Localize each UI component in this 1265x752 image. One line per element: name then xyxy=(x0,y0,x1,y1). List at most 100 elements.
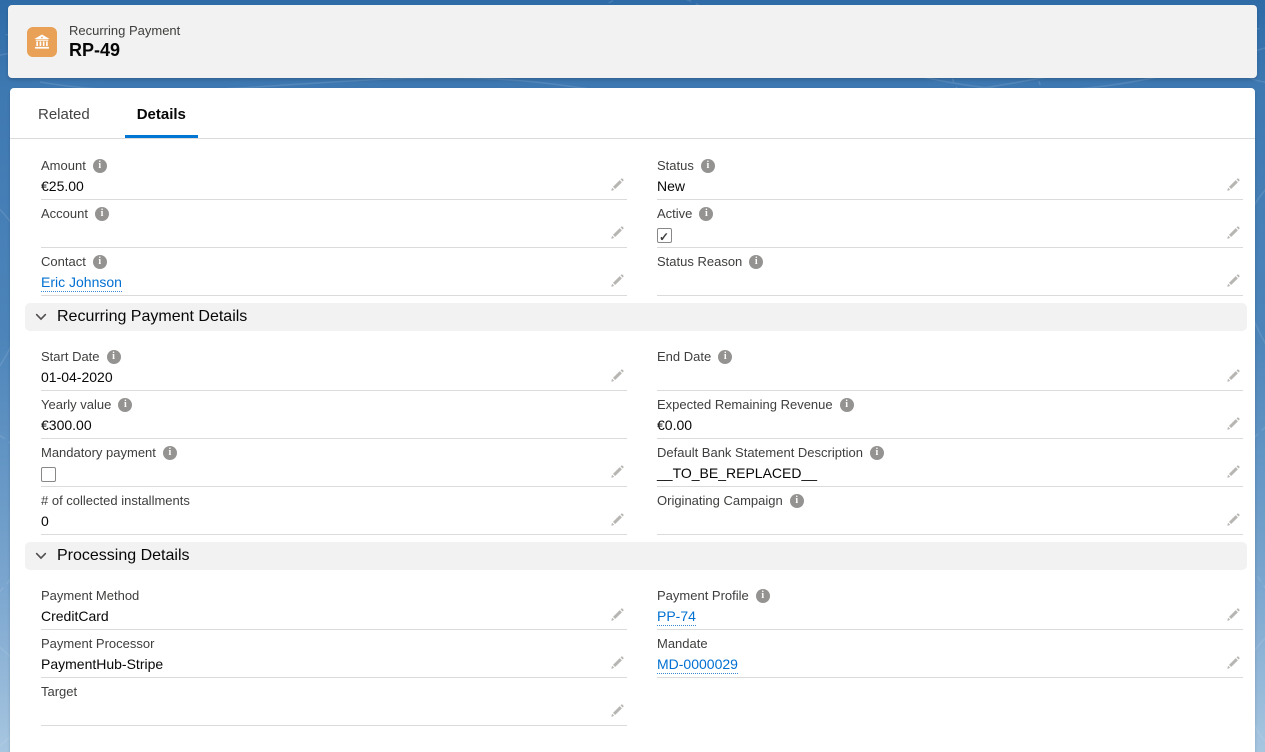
field-label: Active xyxy=(657,206,693,221)
record-detail-card: Related Details Amount €25.00 xyxy=(10,88,1255,752)
info-icon[interactable] xyxy=(789,494,804,508)
edit-mandate-button[interactable] xyxy=(1226,654,1243,671)
field-grid-top: Amount €25.00 Status New xyxy=(41,152,1243,296)
field-label: Payment Processor xyxy=(41,636,155,651)
field-value xyxy=(657,368,1217,387)
field-default-bank-statement-description: Default Bank Statement Description __TO_… xyxy=(657,439,1243,487)
field-label: Payment Method xyxy=(41,588,140,603)
field-label: Mandatory payment xyxy=(41,445,156,460)
mandate-link[interactable]: MD-0000029 xyxy=(657,656,738,674)
edit-mandatory-payment-button[interactable] xyxy=(610,463,627,480)
info-icon[interactable] xyxy=(106,350,121,364)
field-label: Status Reason xyxy=(657,254,743,269)
object-label: Recurring Payment xyxy=(69,22,181,38)
info-icon[interactable] xyxy=(700,159,715,173)
field-label: Amount xyxy=(41,158,86,173)
details-form: Amount €25.00 Status New xyxy=(10,139,1255,726)
field-value: 01-04-2020 xyxy=(41,369,113,385)
edit-start-date-button[interactable] xyxy=(610,367,627,384)
record-title: RP-49 xyxy=(69,39,121,60)
field-value xyxy=(657,273,1217,292)
tab-bar: Related Details xyxy=(10,88,1255,139)
section-recurring-payment-details[interactable]: Recurring Payment Details xyxy=(25,303,1247,331)
edit-collected-installments-button[interactable] xyxy=(610,511,627,528)
edit-target-button[interactable] xyxy=(610,702,627,719)
field-yearly-value: Yearly value €300.00 xyxy=(41,391,627,439)
edit-default-bank-statement-description-button[interactable] xyxy=(1226,463,1243,480)
info-icon[interactable] xyxy=(92,255,107,269)
payment-profile-link[interactable]: PP-74 xyxy=(657,608,696,626)
tab-related[interactable]: Related xyxy=(26,88,102,138)
contact-link[interactable]: Eric Johnson xyxy=(41,274,122,292)
info-icon[interactable] xyxy=(94,207,109,221)
edit-expected-remaining-revenue-button[interactable] xyxy=(1226,415,1243,432)
info-icon[interactable] xyxy=(839,398,854,412)
field-label: Contact xyxy=(41,254,86,269)
field-grid-processing: Payment Method CreditCard Payment Profil… xyxy=(41,582,1243,726)
info-icon[interactable] xyxy=(749,255,764,269)
info-icon[interactable] xyxy=(162,446,177,460)
field-amount: Amount €25.00 xyxy=(41,152,627,200)
edit-originating-campaign-button[interactable] xyxy=(1226,511,1243,528)
header-titles: Recurring Payment RP-49 xyxy=(69,23,180,61)
field-value xyxy=(657,512,1217,531)
edit-amount-button[interactable] xyxy=(610,176,627,193)
field-payment-processor: Payment Processor PaymentHub-Stripe xyxy=(41,630,627,678)
field-value: New xyxy=(657,178,686,194)
field-expected-remaining-revenue: Expected Remaining Revenue €0.00 xyxy=(657,391,1243,439)
edit-payment-method-button[interactable] xyxy=(610,606,627,623)
field-end-date: End Date xyxy=(657,343,1243,391)
info-icon[interactable] xyxy=(869,446,884,460)
edit-account-button[interactable] xyxy=(610,224,627,241)
field-originating-campaign: Originating Campaign xyxy=(657,487,1243,535)
field-status: Status New xyxy=(657,152,1243,200)
field-label: End Date xyxy=(657,349,712,364)
info-icon[interactable] xyxy=(92,159,107,173)
field-account: Account xyxy=(41,200,627,248)
field-payment-method: Payment Method CreditCard xyxy=(41,582,627,630)
edit-contact-button[interactable] xyxy=(610,272,627,289)
field-target: Target xyxy=(41,678,627,726)
field-label: Originating Campaign xyxy=(657,493,783,508)
edit-status-button[interactable] xyxy=(1226,176,1243,193)
field-value: €300.00 xyxy=(41,417,92,433)
edit-status-reason-button[interactable] xyxy=(1226,272,1243,289)
field-contact: Contact Eric Johnson xyxy=(41,248,627,296)
info-icon[interactable] xyxy=(718,350,733,364)
bank-icon xyxy=(27,26,57,57)
active-checkbox[interactable] xyxy=(657,227,672,247)
field-label: Target xyxy=(41,684,78,699)
field-label: Mandate xyxy=(657,636,708,651)
edit-payment-profile-button[interactable] xyxy=(1226,606,1243,623)
mandatory-payment-checkbox[interactable] xyxy=(41,466,56,482)
field-status-reason: Status Reason xyxy=(657,248,1243,296)
field-label: Payment Profile xyxy=(657,588,749,603)
edit-active-button[interactable] xyxy=(1226,224,1243,241)
field-label: # of collected installments xyxy=(41,493,190,508)
info-icon[interactable] xyxy=(755,589,770,603)
record-header: Recurring Payment RP-49 xyxy=(8,5,1257,78)
field-mandate: Mandate MD-0000029 xyxy=(657,630,1243,678)
tab-details[interactable]: Details xyxy=(124,88,198,138)
field-value: €0.00 xyxy=(657,417,693,433)
field-label: Expected Remaining Revenue xyxy=(657,397,833,412)
field-value: PaymentHub-Stripe xyxy=(41,656,164,672)
section-processing-details[interactable]: Processing Details xyxy=(25,542,1247,570)
chevron-down-icon xyxy=(34,310,48,324)
field-payment-profile: Payment Profile PP-74 xyxy=(657,582,1243,630)
field-value: 0 xyxy=(41,513,49,529)
section-title: Recurring Payment Details xyxy=(57,308,248,325)
edit-end-date-button[interactable] xyxy=(1226,367,1243,384)
field-label: Yearly value xyxy=(41,397,112,412)
edit-payment-processor-button[interactable] xyxy=(610,654,627,671)
info-icon[interactable] xyxy=(699,207,714,221)
field-value: €25.00 xyxy=(41,178,84,194)
info-icon[interactable] xyxy=(118,398,133,412)
field-label: Account xyxy=(41,206,88,221)
field-value: __TO_BE_REPLACED__ xyxy=(657,465,818,481)
field-start-date: Start Date 01-04-2020 xyxy=(41,343,627,391)
section-title: Processing Details xyxy=(57,547,190,564)
field-label: Default Bank Statement Description xyxy=(657,445,863,460)
field-value xyxy=(41,703,601,722)
